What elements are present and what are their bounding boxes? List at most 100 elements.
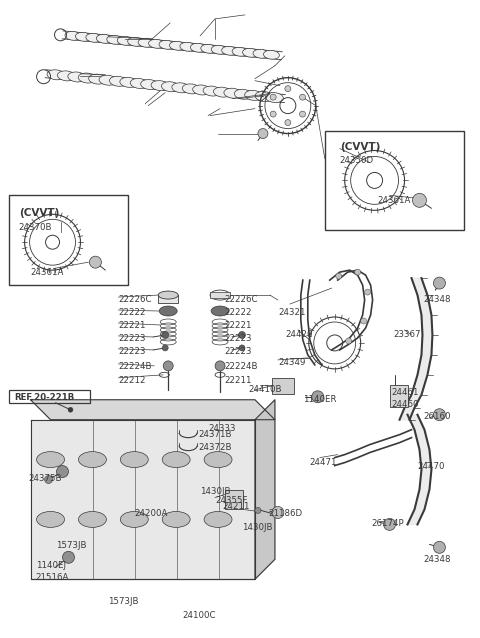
- Ellipse shape: [222, 47, 238, 56]
- Ellipse shape: [245, 91, 263, 100]
- Polygon shape: [399, 278, 432, 420]
- Circle shape: [162, 345, 168, 351]
- Circle shape: [270, 111, 276, 117]
- Ellipse shape: [169, 41, 185, 50]
- Ellipse shape: [234, 89, 252, 100]
- Text: 24100C: 24100C: [182, 611, 216, 620]
- Text: 1140ER: 1140ER: [303, 395, 336, 404]
- Ellipse shape: [204, 512, 232, 528]
- Circle shape: [215, 361, 225, 371]
- Text: 22226C: 22226C: [119, 295, 152, 304]
- Ellipse shape: [159, 40, 175, 49]
- Text: 22211: 22211: [224, 376, 252, 385]
- Text: 26160: 26160: [423, 412, 451, 420]
- Text: 24371B: 24371B: [198, 429, 232, 439]
- Ellipse shape: [172, 83, 190, 93]
- Circle shape: [300, 111, 306, 117]
- Text: 24349: 24349: [278, 358, 305, 367]
- Ellipse shape: [161, 82, 180, 92]
- Text: 22223: 22223: [119, 347, 146, 356]
- Circle shape: [255, 507, 261, 514]
- Ellipse shape: [78, 512, 107, 528]
- Bar: [390, 385, 408, 407]
- Ellipse shape: [117, 36, 133, 45]
- Text: 24420: 24420: [285, 330, 312, 339]
- Ellipse shape: [242, 48, 259, 57]
- Ellipse shape: [86, 33, 102, 42]
- Circle shape: [433, 542, 445, 553]
- Circle shape: [336, 273, 342, 279]
- Ellipse shape: [109, 77, 127, 86]
- Text: 22212: 22212: [119, 376, 146, 385]
- Ellipse shape: [96, 34, 112, 43]
- Ellipse shape: [255, 91, 273, 101]
- Circle shape: [285, 119, 291, 126]
- Text: 23367: 23367: [394, 330, 421, 339]
- Circle shape: [162, 332, 168, 338]
- Text: 24355F: 24355F: [215, 496, 248, 505]
- Ellipse shape: [78, 452, 107, 468]
- Ellipse shape: [232, 47, 248, 56]
- Ellipse shape: [211, 306, 229, 316]
- Ellipse shape: [78, 73, 96, 83]
- Circle shape: [384, 519, 396, 530]
- Text: 24200A: 24200A: [134, 510, 168, 519]
- Circle shape: [355, 269, 360, 275]
- Ellipse shape: [265, 93, 283, 103]
- Ellipse shape: [204, 452, 232, 468]
- Circle shape: [45, 475, 52, 484]
- Ellipse shape: [47, 70, 65, 80]
- Circle shape: [258, 128, 268, 138]
- Bar: [158, 295, 178, 303]
- Text: 24410B: 24410B: [248, 385, 281, 394]
- Text: 24333: 24333: [208, 424, 236, 433]
- Circle shape: [360, 318, 367, 324]
- Circle shape: [285, 85, 291, 92]
- Text: 22222: 22222: [119, 308, 146, 317]
- Ellipse shape: [264, 50, 279, 59]
- Ellipse shape: [120, 77, 138, 87]
- Circle shape: [412, 193, 426, 207]
- Circle shape: [57, 466, 69, 477]
- Circle shape: [300, 94, 306, 100]
- Circle shape: [433, 409, 445, 420]
- Text: 24470: 24470: [418, 461, 445, 471]
- Ellipse shape: [203, 86, 221, 96]
- Text: 24375B: 24375B: [29, 473, 62, 482]
- Bar: [272, 378, 294, 394]
- Text: 1430JB: 1430JB: [200, 487, 230, 496]
- Circle shape: [346, 338, 352, 344]
- Ellipse shape: [36, 512, 64, 528]
- Circle shape: [239, 332, 245, 338]
- Text: (CVVT): (CVVT): [19, 209, 59, 218]
- Polygon shape: [31, 420, 255, 579]
- Circle shape: [365, 289, 371, 295]
- Text: 22223: 22223: [224, 347, 252, 356]
- Ellipse shape: [107, 35, 123, 44]
- Text: 24361A: 24361A: [378, 197, 411, 205]
- Ellipse shape: [162, 452, 190, 468]
- Text: REF.20-221B: REF.20-221B: [15, 393, 75, 402]
- Ellipse shape: [36, 452, 64, 468]
- Ellipse shape: [149, 40, 165, 48]
- Ellipse shape: [224, 88, 242, 98]
- Ellipse shape: [201, 45, 216, 53]
- Text: 22221: 22221: [119, 321, 146, 330]
- Text: 24361A: 24361A: [31, 268, 64, 277]
- Text: 26174P: 26174P: [372, 519, 404, 528]
- Text: 24321: 24321: [278, 308, 305, 317]
- Bar: [210, 292, 230, 298]
- Ellipse shape: [138, 38, 154, 47]
- Ellipse shape: [158, 291, 178, 299]
- Circle shape: [89, 256, 101, 268]
- Text: 1430JB: 1430JB: [242, 523, 273, 532]
- Text: (CVVT): (CVVT): [340, 142, 380, 151]
- Ellipse shape: [128, 38, 144, 46]
- Ellipse shape: [75, 33, 91, 41]
- Text: 24348: 24348: [423, 295, 451, 304]
- Ellipse shape: [191, 43, 206, 52]
- Circle shape: [68, 407, 73, 412]
- Ellipse shape: [65, 31, 81, 40]
- Text: 22221: 22221: [224, 321, 252, 330]
- Text: 24350D: 24350D: [340, 156, 374, 165]
